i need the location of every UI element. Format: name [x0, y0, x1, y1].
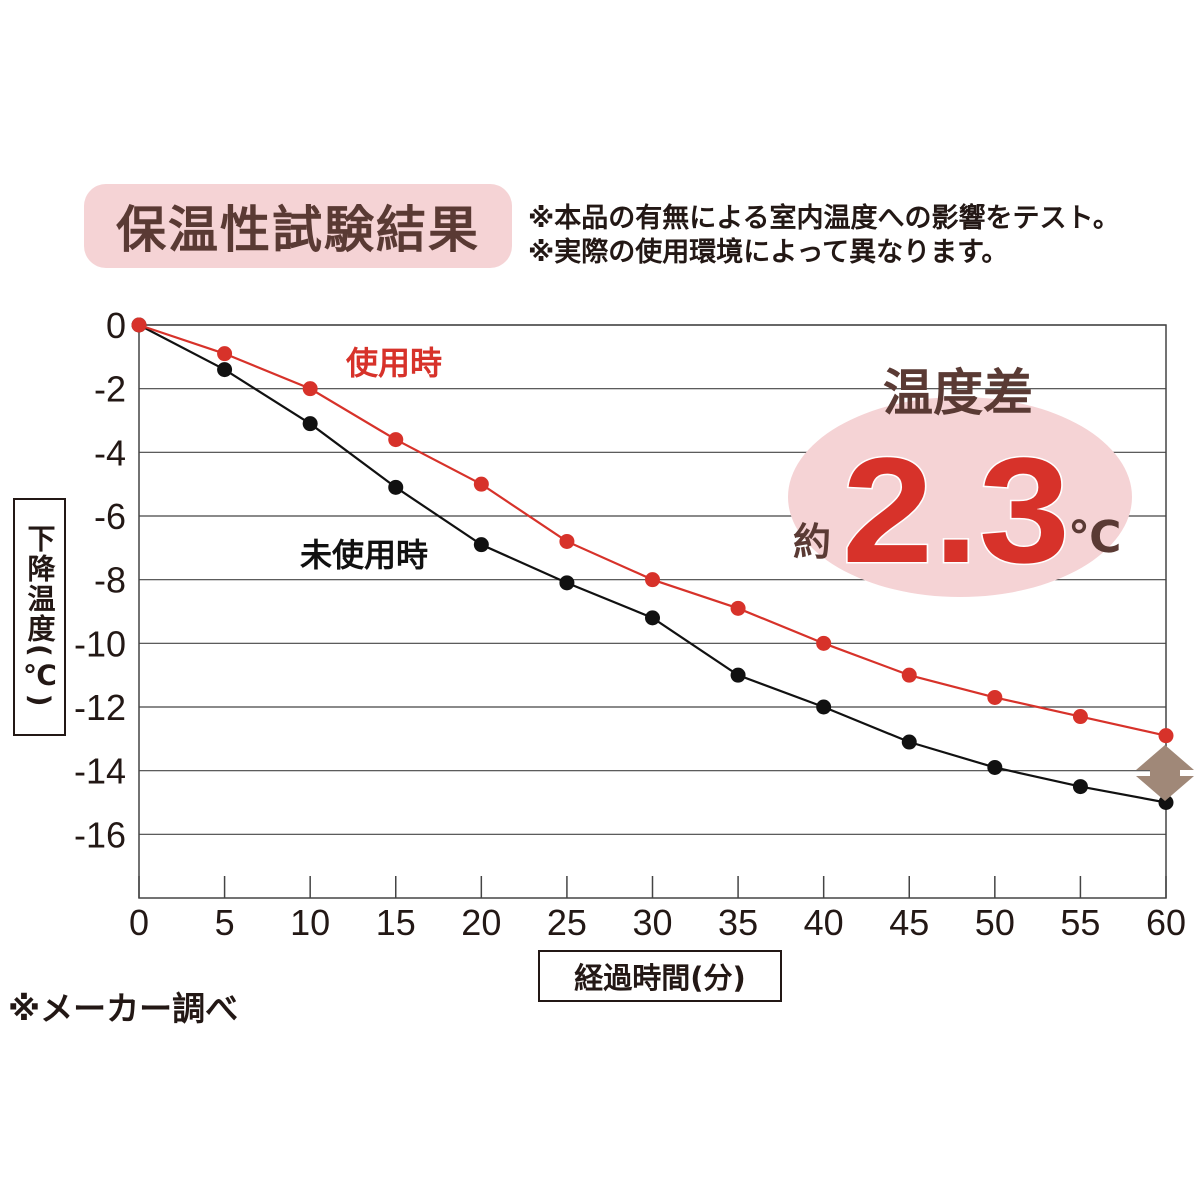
data-point-used	[645, 572, 660, 588]
y-tick-label: -10	[74, 623, 126, 664]
x-axis-label-box: 経過時間(分)	[538, 950, 782, 1002]
data-point-unused	[645, 610, 660, 626]
callout-prefix: 約	[793, 520, 831, 564]
data-point-used	[730, 600, 746, 616]
data-point-unused	[1072, 779, 1088, 795]
x-tick-label: 20	[461, 902, 501, 943]
series-label-unused: 未使用時	[300, 536, 428, 574]
data-point-used	[1072, 709, 1088, 725]
y-tick-label: 0	[106, 305, 126, 346]
x-tick-label: 5	[215, 902, 235, 943]
x-tick-labels: 0 5 10 15 20 25 30 35 40 45 50 55 60	[129, 902, 1186, 943]
y-tick-label: -2	[94, 369, 126, 410]
data-point-used	[816, 635, 832, 651]
x-tick-label: 55	[1060, 902, 1100, 943]
y-axis-label: 下降温度(℃)	[23, 524, 57, 709]
callout-background	[788, 397, 1132, 597]
y-tick-label: -8	[94, 560, 126, 601]
y-tick-label: -4	[94, 432, 126, 473]
x-tick-label: 35	[718, 902, 758, 943]
x-tick-label: 45	[889, 902, 929, 943]
x-tick-label: 25	[547, 902, 587, 943]
data-point-unused	[559, 575, 575, 591]
x-tick-label: 40	[804, 902, 844, 943]
y-tick-label: -14	[74, 751, 126, 792]
x-tick-label: 0	[129, 902, 149, 943]
y-tick-label: -6	[94, 496, 126, 537]
callout-title: 温度差	[883, 364, 1033, 422]
data-point-used	[1158, 728, 1174, 744]
data-point-used	[473, 476, 489, 492]
data-point-used	[217, 346, 233, 362]
data-point-used	[559, 533, 575, 549]
x-tick-label: 50	[975, 902, 1015, 943]
x-tick-label: 30	[632, 902, 672, 943]
x-tick-label: 60	[1146, 902, 1186, 943]
source-note: ※メーカー調べ	[8, 989, 239, 1028]
axes	[138, 324, 1167, 899]
data-point-unused	[816, 699, 832, 715]
temperature-difference-callout: 温度差 約 2.3 ℃	[788, 364, 1132, 597]
x-axis-label: 経過時間(分)	[574, 961, 746, 995]
data-point-unused	[473, 537, 489, 553]
data-point-used	[901, 667, 917, 683]
note-line-1: ※本品の有無による室内温度への影響をテスト。	[528, 203, 1120, 234]
chart-title: 保温性試験結果	[116, 201, 480, 259]
title-badge: 保温性試験結果	[84, 184, 512, 268]
data-point-unused	[217, 362, 233, 378]
data-point-unused	[302, 416, 318, 432]
x-tick-label: 10	[290, 902, 330, 943]
difference-arrow-icon	[1136, 745, 1194, 801]
data-point-unused	[730, 667, 746, 683]
y-axis-label-box: 下降温度(℃)	[13, 498, 66, 736]
y-tick-label: -16	[74, 814, 126, 855]
data-point-used	[131, 317, 147, 333]
data-point-unused	[1158, 795, 1174, 810]
y-tick-labels: 0 -2 -4 -6 -8 -10 -12 -14 -16	[74, 305, 126, 855]
y-tick-label: -12	[74, 687, 126, 728]
data-point-unused	[388, 479, 404, 495]
data-point-unused	[987, 759, 1003, 775]
x-tick-label: 15	[376, 902, 416, 943]
callout-value: 2.3	[842, 426, 1070, 594]
series-label-used: 使用時	[345, 344, 442, 382]
note-line-2: ※実際の使用環境によって異なります。	[528, 237, 1009, 268]
data-point-unused	[901, 734, 917, 750]
data-point-used	[388, 432, 404, 448]
series	[131, 317, 1174, 810]
data-point-used	[987, 689, 1003, 705]
callout-unit: ℃	[1068, 512, 1121, 563]
data-point-used	[302, 381, 318, 397]
